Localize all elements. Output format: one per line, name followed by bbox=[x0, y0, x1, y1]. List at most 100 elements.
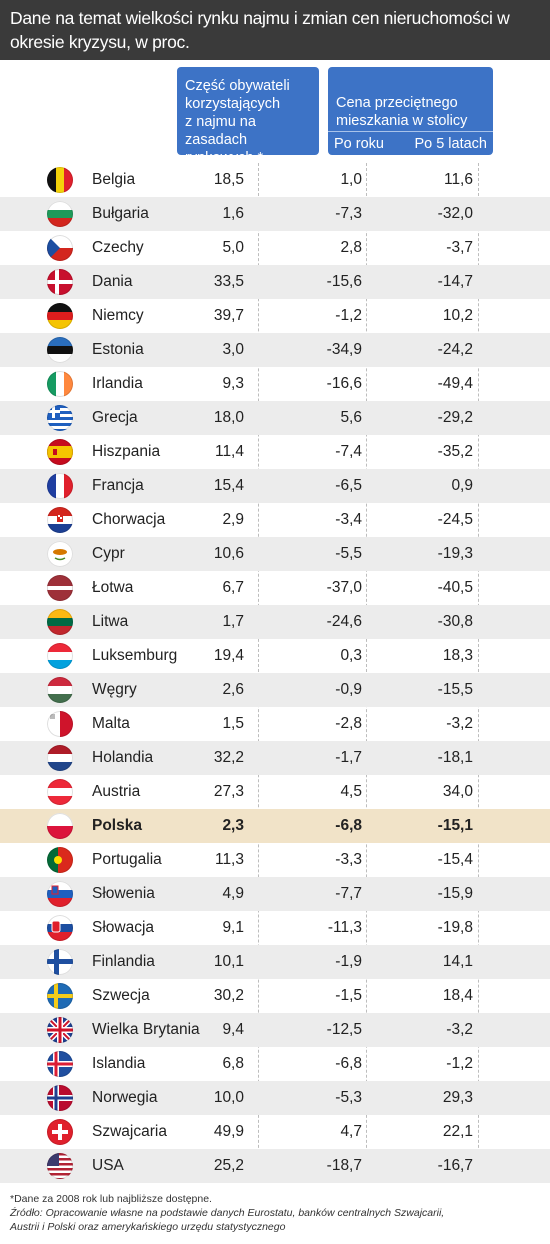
price-change-1y-value: -37,0 bbox=[326, 579, 362, 596]
price-change-1y-value: -12,5 bbox=[326, 1021, 362, 1038]
rental-share-value: 1,5 bbox=[222, 715, 244, 732]
table-row: Wielka Brytania 9,4 -12,5 -3,2 bbox=[0, 1013, 550, 1047]
table-row: Dania 33,5 -15,6 -14,7 bbox=[0, 265, 550, 299]
fi-flag-icon bbox=[47, 949, 73, 975]
price-change-1y-value: -1,2 bbox=[335, 307, 362, 324]
header-line: mieszkania w stolicy bbox=[336, 113, 468, 129]
price-change-1y-value: -1,9 bbox=[335, 953, 362, 970]
header-divider bbox=[328, 131, 493, 132]
table-row: Szwajcaria 49,9 4,7 22,1 bbox=[0, 1115, 550, 1149]
table-row: Luksemburg 19,4 0,3 18,3 bbox=[0, 639, 550, 673]
table-row: Holandia 32,2 -1,7 -18,1 bbox=[0, 741, 550, 775]
country-name: Austria bbox=[92, 783, 141, 800]
price-change-5y-value: 22,1 bbox=[442, 1123, 473, 1140]
country-name: Polska bbox=[92, 817, 142, 834]
subheader-after-year: Po roku bbox=[334, 136, 384, 152]
table-row: Finlandia 10,1 -1,9 14,1 bbox=[0, 945, 550, 979]
country-name: Holandia bbox=[92, 749, 154, 766]
price-change-5y-value: 11,6 bbox=[443, 171, 473, 188]
price-change-1y-value: -16,6 bbox=[326, 375, 362, 392]
rental-share-value: 9,4 bbox=[222, 1021, 244, 1038]
fr-flag-icon bbox=[47, 473, 73, 499]
table-row: Portugalia 11,3 -3,3 -15,4 bbox=[0, 843, 550, 877]
country-name: Czechy bbox=[92, 239, 144, 256]
price-change-5y-value: -16,7 bbox=[437, 1157, 473, 1174]
rental-share-value: 3,0 bbox=[222, 341, 244, 358]
header-line: Część obywateli bbox=[185, 78, 290, 94]
price-change-1y-value: -24,6 bbox=[326, 613, 362, 630]
price-change-1y-value: -7,3 bbox=[335, 205, 362, 222]
price-change-5y-value: -24,2 bbox=[437, 341, 473, 358]
footnote: *Dane za 2008 rok lub najbliższe dostępn… bbox=[10, 1192, 540, 1234]
ee-flag-icon bbox=[47, 337, 73, 363]
price-change-5y-value: -3,7 bbox=[446, 239, 473, 256]
country-name: Chorwacja bbox=[92, 511, 166, 528]
rental-share-value: 9,1 bbox=[222, 919, 244, 936]
table-row: Norwegia 10,0 -5,3 29,3 bbox=[0, 1081, 550, 1115]
rental-share-value: 49,9 bbox=[213, 1123, 244, 1140]
price-change-1y-value: 1,0 bbox=[340, 171, 362, 188]
table-row: Węgry 2,6 -0,9 -15,5 bbox=[0, 673, 550, 707]
rental-share-value: 15,4 bbox=[213, 477, 244, 494]
rental-share-value: 33,5 bbox=[213, 273, 244, 290]
table-row: Polska 2,3 -6,8 -15,1 bbox=[0, 809, 550, 843]
column-header-capital-price: Cena przeciętnego mieszkania w stolicy P… bbox=[328, 67, 493, 155]
table-row: Czechy 5,0 2,8 -3,7 bbox=[0, 231, 550, 265]
country-name: Łotwa bbox=[92, 579, 134, 596]
price-change-5y-value: -24,5 bbox=[437, 511, 473, 528]
rental-share-value: 10,1 bbox=[213, 953, 244, 970]
table-row: Słowenia 4,9 -7,7 -15,9 bbox=[0, 877, 550, 911]
price-change-5y-value: -29,2 bbox=[437, 409, 473, 426]
price-change-5y-value: 0,9 bbox=[451, 477, 473, 494]
table-row: Niemcy 39,7 -1,2 10,2 bbox=[0, 299, 550, 333]
country-name: Hiszpania bbox=[92, 443, 161, 460]
pt-flag-icon bbox=[47, 847, 73, 873]
price-change-1y-value: -3,4 bbox=[335, 511, 362, 528]
price-change-5y-value: 34,0 bbox=[442, 783, 473, 800]
bg-flag-icon bbox=[47, 201, 73, 227]
mt-flag-icon bbox=[47, 711, 73, 737]
price-change-1y-value: 0,3 bbox=[340, 647, 362, 664]
table-row: Szwecja 30,2 -1,5 18,4 bbox=[0, 979, 550, 1013]
price-change-1y-value: -6,5 bbox=[335, 477, 362, 494]
country-name: Cypr bbox=[92, 545, 125, 562]
price-change-5y-value: 29,3 bbox=[442, 1089, 473, 1106]
country-name: Słowenia bbox=[92, 885, 155, 902]
price-change-1y-value: -6,8 bbox=[335, 1055, 362, 1072]
at-flag-icon bbox=[47, 779, 73, 805]
rental-share-value: 19,4 bbox=[213, 647, 244, 664]
price-change-1y-value: -6,8 bbox=[335, 817, 362, 834]
table-row: Grecja 18,0 5,6 -29,2 bbox=[0, 401, 550, 435]
country-name: Islandia bbox=[92, 1055, 146, 1072]
price-change-1y-value: -3,3 bbox=[335, 851, 362, 868]
lu-flag-icon bbox=[47, 643, 73, 669]
country-name: USA bbox=[92, 1157, 124, 1174]
table-row: Litwa 1,7 -24,6 -30,8 bbox=[0, 605, 550, 639]
rental-share-value: 11,4 bbox=[214, 443, 244, 460]
rental-share-value: 18,5 bbox=[213, 171, 244, 188]
si-flag-icon bbox=[47, 881, 73, 907]
country-name: Grecja bbox=[92, 409, 138, 426]
rental-share-value: 6,8 bbox=[222, 1055, 244, 1072]
price-change-5y-value: 14,1 bbox=[442, 953, 473, 970]
header-line: z najmu na zasadach bbox=[185, 114, 256, 148]
price-change-1y-value: 5,6 bbox=[340, 409, 362, 426]
price-change-1y-value: -1,7 bbox=[335, 749, 362, 766]
country-name: Dania bbox=[92, 273, 133, 290]
country-name: Finlandia bbox=[92, 953, 155, 970]
country-name: Szwecja bbox=[92, 987, 150, 1004]
es-flag-icon bbox=[47, 439, 73, 465]
price-change-5y-value: -15,5 bbox=[437, 681, 473, 698]
cy-flag-icon bbox=[47, 541, 73, 567]
price-change-5y-value: -15,9 bbox=[437, 885, 473, 902]
price-change-5y-value: -3,2 bbox=[446, 715, 473, 732]
footnote-source-line: Austrii i Polski oraz amerykańskiego urz… bbox=[10, 1221, 286, 1233]
price-change-5y-value: 10,2 bbox=[442, 307, 473, 324]
data-table: Belgia 18,5 1,0 11,6 Bułgaria 1,6 -7,3 -32,0 Cze… bbox=[0, 163, 550, 1183]
hr-flag-icon bbox=[47, 507, 73, 533]
country-name: Belgia bbox=[92, 171, 136, 188]
country-name: Irlandia bbox=[92, 375, 143, 392]
price-change-5y-value: -15,4 bbox=[437, 851, 473, 868]
rental-share-value: 9,3 bbox=[222, 375, 244, 392]
lv-flag-icon bbox=[47, 575, 73, 601]
